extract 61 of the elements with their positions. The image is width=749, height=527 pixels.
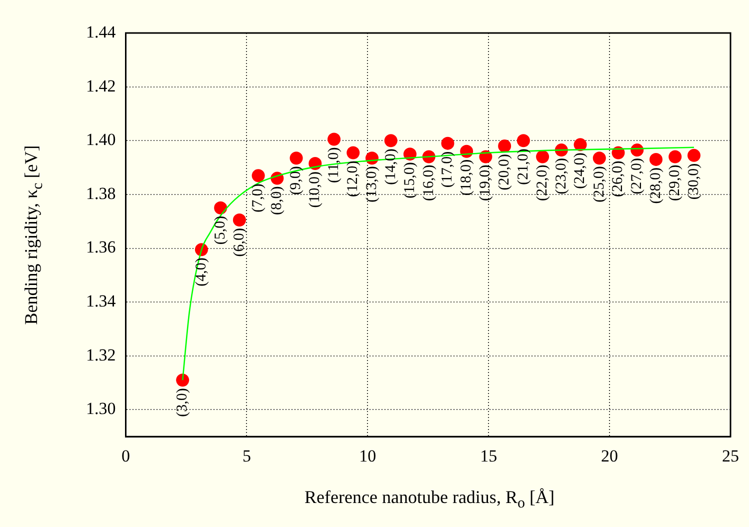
point — [687, 148, 700, 162]
y-tick-label: 1.38 — [86, 184, 116, 203]
point — [441, 136, 454, 150]
x-tick-label: 15 — [480, 446, 498, 466]
point — [574, 138, 587, 152]
point — [649, 152, 662, 166]
annotation: (28,0) — [648, 167, 664, 204]
point — [498, 140, 512, 153]
point — [214, 201, 228, 214]
annotation: (22,0) — [534, 164, 550, 202]
annotation: (23,0) — [553, 158, 570, 194]
annotation: (29,0) — [667, 164, 684, 202]
annotation: (7,0) — [250, 184, 266, 212]
annotation: (13,0) — [364, 166, 380, 202]
annotation: (19,0) — [478, 164, 494, 202]
annotation: (20,0) — [496, 154, 513, 190]
point — [668, 150, 682, 164]
annotation: (24,0) — [572, 152, 588, 189]
annotation: (30,0) — [686, 163, 702, 200]
point — [516, 134, 530, 148]
x-axis-title: Reference nanotube radius, R$_{o}$ [Å] — [304, 487, 556, 513]
point — [536, 150, 550, 164]
annotation: (10,0) — [307, 171, 324, 208]
annotation: (18,0) — [458, 159, 475, 196]
annotation: (21,0) — [515, 148, 532, 185]
point — [612, 146, 625, 160]
annotation: (26,0) — [610, 160, 626, 197]
annotation: (15,0) — [402, 162, 418, 198]
annotation: (3,0) — [174, 388, 191, 417]
y-tick-label: 1.36 — [86, 238, 116, 257]
annotation: (12,0) — [345, 160, 362, 197]
y-tick-label: 1.42 — [86, 76, 116, 96]
annotation: (27,0) — [629, 158, 646, 194]
x-tick-label: 0 — [122, 446, 130, 466]
annotation: (25,0) — [591, 166, 608, 202]
annotation: (9,0) — [288, 166, 304, 195]
annotation: (6,0) — [231, 228, 248, 257]
y-tick-label: 1.34 — [86, 292, 116, 311]
x-tick-label: 25 — [722, 446, 739, 466]
y-tick-label: 1.30 — [86, 399, 116, 418]
annotation: (8,0) — [269, 186, 286, 216]
point — [232, 214, 246, 226]
annotation: (16,0) — [420, 164, 437, 202]
x-tick-label: 5 — [242, 446, 251, 466]
point — [384, 134, 398, 148]
x-tick-label: 10 — [359, 446, 376, 466]
x-tick-label: 20 — [601, 446, 618, 466]
annotation: (14,0) — [382, 148, 399, 185]
y-tick-label: 1.44 — [86, 22, 116, 42]
point — [592, 152, 606, 165]
point — [328, 132, 341, 146]
y-tick-label: 1.32 — [86, 345, 116, 364]
annotation: (11,0) — [326, 147, 342, 183]
annotation: (4,0) — [193, 258, 210, 286]
point — [346, 146, 360, 160]
annotation: (5,0) — [212, 216, 229, 245]
y-tick-label: 1.40 — [86, 130, 116, 150]
point — [290, 152, 303, 165]
annotation: (17,0) — [440, 151, 456, 188]
point — [252, 169, 265, 182]
point — [176, 374, 190, 387]
